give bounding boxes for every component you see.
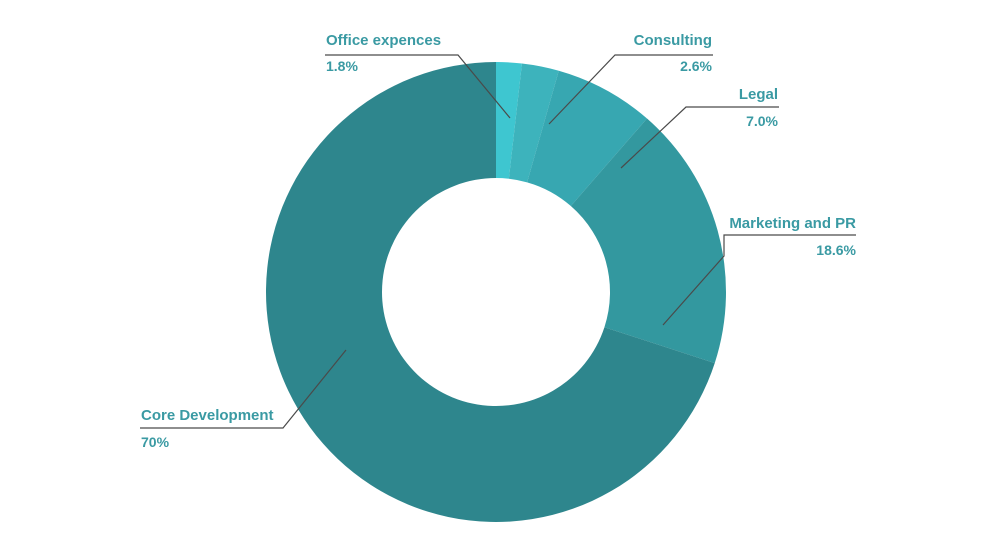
slice-label-core-development: Core Development — [141, 407, 274, 424]
slice-value-core-development: 70% — [141, 434, 170, 450]
slice-label-marketing-and-pr: Marketing and PR — [729, 215, 856, 232]
leader-line-consulting — [548, 54, 713, 125]
slices-layer — [265, 62, 726, 522]
slice-value-consulting: 2.6% — [680, 58, 712, 74]
slice-label-consulting: Consulting — [634, 32, 712, 49]
label-group-core-development: Core Development 70% — [140, 349, 347, 450]
labels-layer: Office expences 1.8% Consulting 2.6% Legal 7.… — [140, 32, 857, 450]
slice-value-legal: 7.0% — [746, 113, 778, 129]
slice-legal — [527, 70, 648, 207]
slice-office-expences — [496, 62, 522, 179]
label-group-marketing-and-pr: Marketing and PR 18.6% — [662, 215, 857, 326]
leader-line-office-expences — [325, 54, 511, 119]
label-group-consulting: Consulting 2.6% — [548, 32, 713, 125]
slice-marketing-and-pr — [570, 118, 726, 364]
leader-line-marketing-and-pr — [662, 234, 856, 326]
slice-consulting — [508, 63, 559, 183]
slice-label-legal: Legal — [739, 86, 778, 103]
slice-value-office-expences: 1.8% — [326, 58, 358, 74]
label-group-office-expences: Office expences 1.8% — [325, 32, 511, 119]
leader-line-core-development — [140, 349, 347, 429]
slice-label-office-expences: Office expences — [326, 32, 441, 49]
label-group-legal: Legal 7.0% — [620, 86, 779, 169]
slice-value-marketing-and-pr: 18.6% — [816, 242, 856, 258]
slice-core-development — [265, 62, 715, 522]
leader-line-legal — [620, 106, 779, 169]
